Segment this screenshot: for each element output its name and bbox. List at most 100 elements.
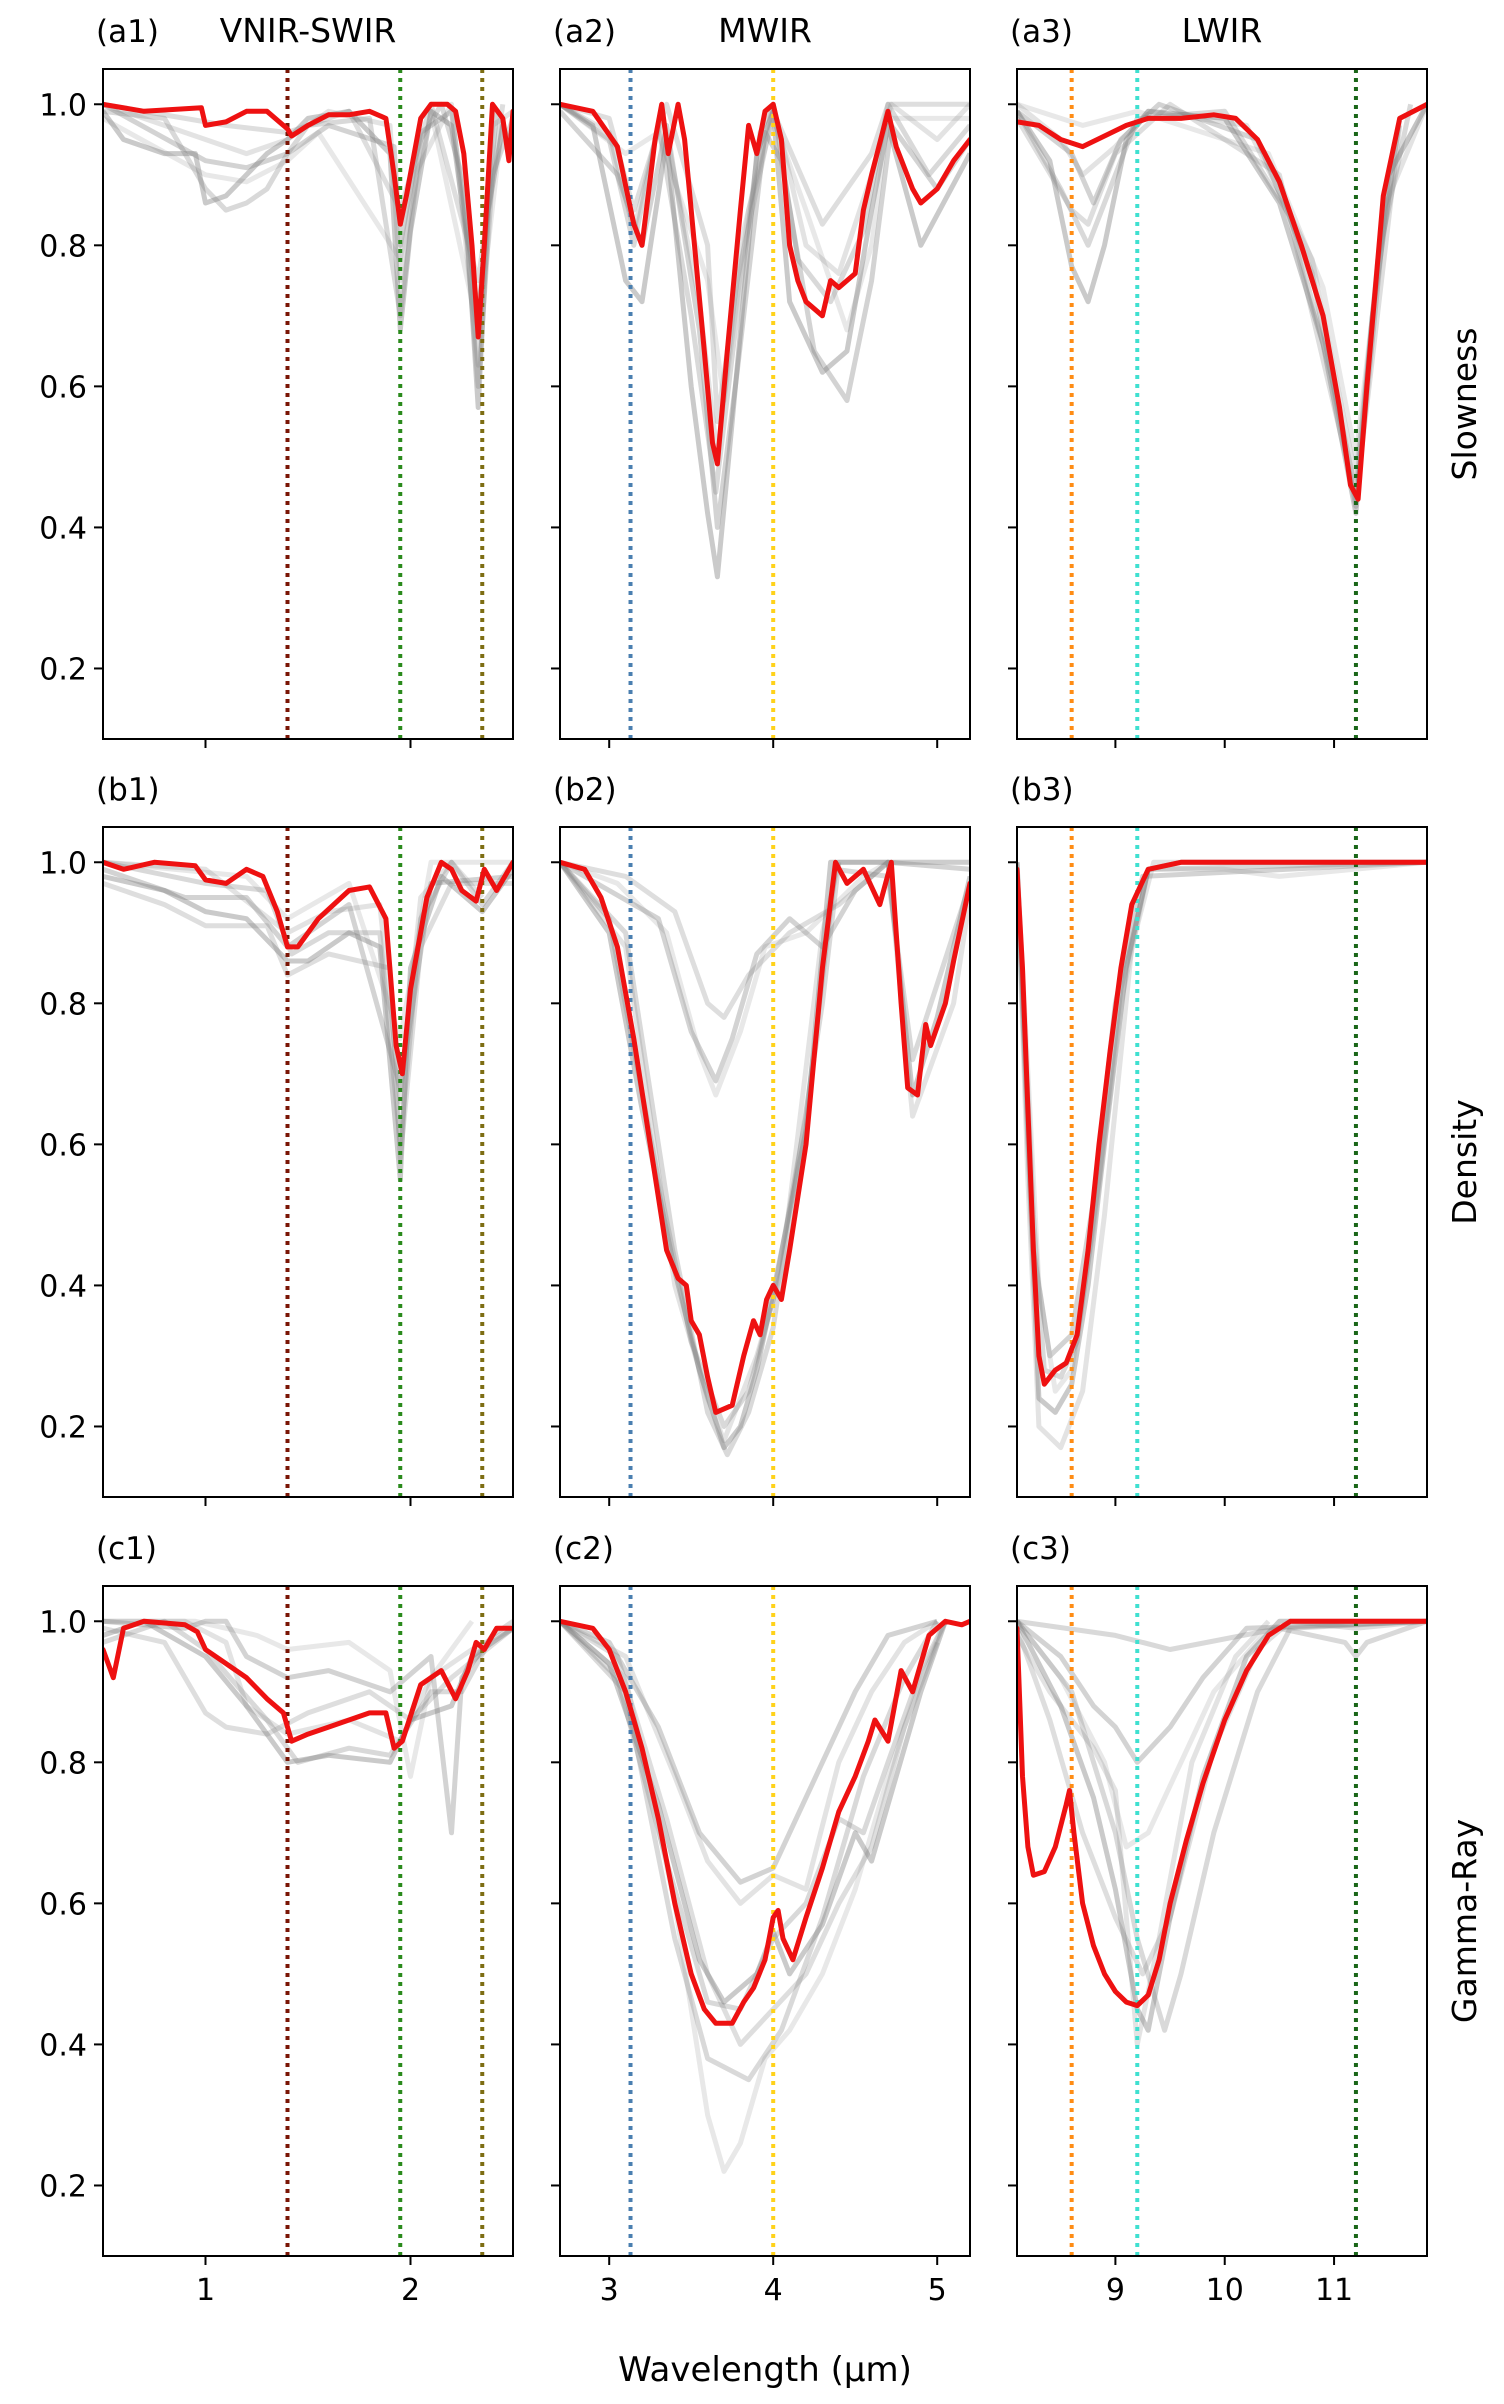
axes-frame-c1 — [102, 1585, 514, 2257]
x-tick-label-c2-1: 3 — [600, 2273, 619, 2308]
series-gray-b1-4 — [103, 866, 513, 1091]
panel-label-b3: (b3) — [1010, 772, 1074, 808]
series-gray-b1-2 — [103, 859, 513, 1147]
y-tick-label-a1-4: 0.8 — [39, 229, 87, 264]
series-gray-b2-4 — [560, 859, 970, 1084]
axes-frame-b2 — [559, 826, 971, 1498]
axes-frame-b3 — [1016, 826, 1428, 1498]
panel-a2 — [551, 68, 971, 748]
plot-area-c1 — [103, 1586, 513, 2256]
x-tick-label-c2-3: 5 — [928, 2273, 947, 2308]
plot-area-c3 — [1017, 1586, 1427, 2256]
y-tick-label-a1-1: 0.2 — [39, 652, 87, 687]
axes-frame-b1 — [102, 826, 514, 1498]
panel-c2: 3 4 5 — [551, 1585, 971, 2308]
y-tick-label-a1-5: 1.0 — [39, 88, 87, 123]
plot-area-b1 — [103, 827, 513, 1497]
series-gray-a1-1 — [103, 108, 513, 410]
series-highlight-a2 — [560, 101, 970, 467]
axes-frame-a2 — [559, 68, 971, 740]
axes-frame-a1 — [102, 68, 514, 740]
panel-label-b1: (b1) — [96, 772, 160, 808]
panel-label-c1: (c1) — [96, 1531, 157, 1567]
panel-label-a3: (a3) — [1010, 14, 1073, 50]
plot-area-b2 — [560, 827, 970, 1497]
axes-frame-c2 — [559, 1585, 971, 2257]
panel-b1: 0.2 0.4 0.6 0.8 1.0 — [39, 826, 514, 1506]
y-tick-label-b1-1: 0.2 — [39, 1410, 87, 1445]
panel-b2 — [551, 826, 971, 1506]
series-gray-c3-7 — [1017, 1618, 1427, 1659]
panel-a1: 0.2 0.4 0.6 0.8 1.0 — [39, 68, 514, 748]
series-gray-c3-5 — [1017, 1618, 1427, 1850]
panel-c1: 0.2 0.4 0.6 0.8 1.0 1 2 — [39, 1585, 514, 2308]
series-gray-c2-7 — [560, 1619, 940, 2083]
panel-label-c2: (c2) — [553, 1531, 614, 1567]
plot-area-a3 — [1017, 69, 1427, 739]
series-gray-c3-3 — [1017, 1619, 1271, 2047]
y-tick-label-c1-3: 0.6 — [39, 1887, 87, 1922]
series-highlight-c2 — [560, 1618, 970, 2026]
series-gray-a1-2 — [103, 101, 513, 389]
panel-a3 — [1008, 68, 1428, 748]
series-gray-b3-5 — [1017, 859, 1427, 1394]
column-title-vnir-swir: VNIR-SWIR — [220, 11, 397, 50]
axes-frame-c3 — [1016, 1585, 1428, 2257]
y-tick-label-c1-4: 0.8 — [39, 1746, 87, 1781]
series-gray-c2-1 — [560, 1619, 948, 2005]
y-tick-label-c1-2: 0.4 — [39, 2028, 87, 2063]
panel-label-c3: (c3) — [1010, 1531, 1071, 1567]
y-tick-label-b1-2: 0.4 — [39, 1269, 87, 1304]
series-gray-b3-4 — [1017, 859, 1427, 1359]
column-title-lwir: LWIR — [1182, 11, 1263, 50]
panel-label-a2: (a2) — [553, 14, 616, 50]
series-highlight-c1 — [103, 1618, 513, 1751]
series-gray-c3-1 — [1017, 1618, 1427, 2033]
series-gray-c1-4 — [103, 1618, 495, 1836]
series-gray-a2-5 — [560, 102, 970, 403]
x-axis-label: Wavelength (μm) — [618, 2350, 912, 2390]
series-gray-b2-3 — [560, 859, 970, 1444]
axes-frame-a3 — [1016, 68, 1428, 740]
y-tick-label-b1-4: 0.8 — [39, 987, 87, 1022]
series-gray-c2-4 — [560, 1618, 938, 1885]
series-highlight-b2 — [560, 859, 970, 1415]
row-label-gamma-ray: Gamma-Ray — [1445, 1819, 1484, 2023]
series-highlight-b3 — [1017, 859, 1427, 1387]
x-tick-label-c3-3: 11 — [1315, 2273, 1353, 2308]
column-title-mwir: MWIR — [718, 11, 812, 50]
row-label-density: Density — [1445, 1099, 1484, 1224]
series-gray-c3-2 — [1017, 1618, 1427, 2033]
y-tick-label-a1-3: 0.6 — [39, 370, 87, 405]
series-highlight-a3 — [1017, 101, 1427, 502]
x-tick-label-c3-2: 10 — [1206, 2273, 1244, 2308]
series-gray-b3-3 — [1017, 859, 1427, 1451]
x-tick-label-c3-1: 9 — [1106, 2273, 1125, 2308]
series-gray-a3-4 — [1017, 101, 1427, 509]
y-tick-label-c1-5: 1.0 — [39, 1605, 87, 1640]
x-tick-label-c1-2: 2 — [401, 2273, 420, 2308]
panel-label-a1: (a1) — [96, 14, 159, 50]
series-gray-a2-1 — [560, 102, 970, 580]
y-tick-label-a1-2: 0.4 — [39, 511, 87, 546]
series-gray-b1-5 — [103, 859, 513, 1042]
series-gray-a1-4 — [103, 102, 500, 319]
series-gray-c2-5 — [560, 1619, 948, 2174]
y-tick-label-b1-3: 0.6 — [39, 1128, 87, 1163]
series-gray-c1-2 — [103, 1618, 513, 1765]
row-label-slowness: Slowness — [1445, 328, 1484, 481]
series-highlight-b1 — [103, 859, 513, 1077]
x-tick-label-c2-2: 4 — [764, 2273, 783, 2308]
series-gray-c2-2 — [560, 1619, 948, 2012]
series-highlight-a1 — [103, 101, 513, 340]
panel-c3: 9 10 11 — [1008, 1585, 1428, 2308]
plot-area-b3 — [1017, 827, 1427, 1497]
y-tick-label-b1-5: 1.0 — [39, 846, 87, 881]
y-tick-label-c1-1: 0.2 — [39, 2169, 87, 2204]
series-gray-b2-5 — [560, 859, 970, 1098]
series-gray-c1-6 — [103, 1625, 513, 1737]
plot-area-a2 — [560, 69, 970, 739]
series-gray-c1-3 — [103, 1618, 513, 1744]
panel-b3 — [1008, 826, 1428, 1506]
